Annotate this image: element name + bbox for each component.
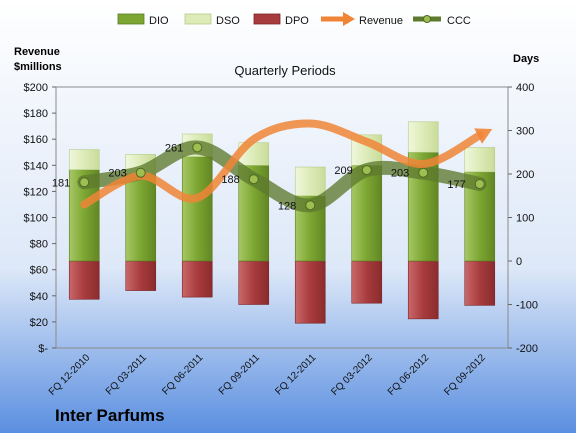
ccc-point	[474, 179, 485, 190]
left-axis-tick-label: $60	[30, 265, 48, 277]
left-axis-label-line1: Revenue	[14, 46, 60, 58]
ccc-data-label: 261	[165, 142, 183, 154]
legend-swatch-dpo	[253, 13, 281, 25]
left-axis-tick-label: $20	[30, 317, 48, 329]
ccc-point	[418, 167, 429, 178]
legend-arrowhead-revenue	[343, 12, 355, 26]
dio-bar	[181, 156, 213, 262]
left-axis-label-line2: $millions	[14, 61, 62, 73]
ccc-point	[79, 177, 90, 188]
left-axis-tick-label: $100	[24, 213, 48, 225]
ccc-point	[361, 165, 372, 176]
right-axis-tick-label: 100	[516, 213, 534, 225]
right-axis-tick-label: -200	[516, 343, 538, 355]
legend-swatch-dio	[117, 13, 145, 25]
dso-bar	[407, 121, 439, 153]
ccc-point	[248, 174, 259, 185]
legend-label-dio: DIO	[149, 15, 169, 27]
left-axis-tick-label: $200	[24, 82, 48, 94]
left-axis-tick-label: $160	[24, 134, 48, 146]
left-axis-tick-label: $140	[24, 160, 48, 172]
dpo-bar	[125, 260, 157, 291]
dpo-bar	[407, 260, 439, 320]
dso-bar	[68, 149, 100, 170]
left-axis-tick-label: $-	[38, 343, 48, 355]
ccc-data-label: 181	[52, 177, 70, 189]
dio-bar	[125, 173, 157, 262]
revenue-arrowhead	[474, 128, 493, 144]
dpo-bar	[181, 260, 213, 298]
ccc-data-label: 203	[391, 168, 409, 180]
left-axis-tick-label: $120	[24, 186, 48, 198]
dso-bar	[294, 166, 326, 197]
ccc-point	[135, 167, 146, 178]
ccc-line	[77, 140, 487, 213]
legend-label-dso: DSO	[216, 15, 240, 27]
dpo-bar	[464, 260, 496, 306]
ccc-data-label: 128	[278, 200, 296, 212]
legend-swatch-dso	[184, 13, 212, 25]
company-name: Inter Parfums	[55, 406, 165, 425]
ccc-data-label: 188	[221, 174, 239, 186]
right-axis-tick-label: 200	[516, 169, 534, 181]
dpo-bar	[351, 260, 383, 304]
ccc-point	[305, 200, 316, 211]
left-axis-tick-label: $40	[30, 291, 48, 303]
dso-bar	[464, 147, 496, 173]
left-axis-tick-label: $80	[30, 239, 48, 251]
chart-title: Quarterly Periods	[234, 63, 336, 78]
dpo-bar	[238, 260, 270, 305]
right-axis-tick-label: 0	[516, 256, 522, 268]
right-axis-label: Days	[513, 53, 539, 65]
right-axis-tick-label: -100	[516, 300, 538, 312]
legend-marker-ccc	[423, 15, 431, 23]
ccc-data-label: 203	[108, 168, 126, 180]
ccc-data-label: 177	[447, 179, 465, 191]
legend: DIO DSO DPO Revenue CCC	[117, 12, 471, 27]
dpo-bar	[294, 260, 326, 324]
right-axis-tick-label: 300	[516, 126, 534, 138]
ccc-data-label: 209	[334, 165, 352, 177]
dpo-bar	[68, 260, 100, 300]
right-axis-tick-label: 400	[516, 82, 534, 94]
ccc-point	[192, 142, 203, 153]
legend-label-revenue: Revenue	[359, 15, 403, 27]
legend-label-dpo: DPO	[285, 15, 309, 27]
legend-label-ccc: CCC	[447, 15, 471, 27]
left-axis-tick-label: $180	[24, 108, 48, 120]
